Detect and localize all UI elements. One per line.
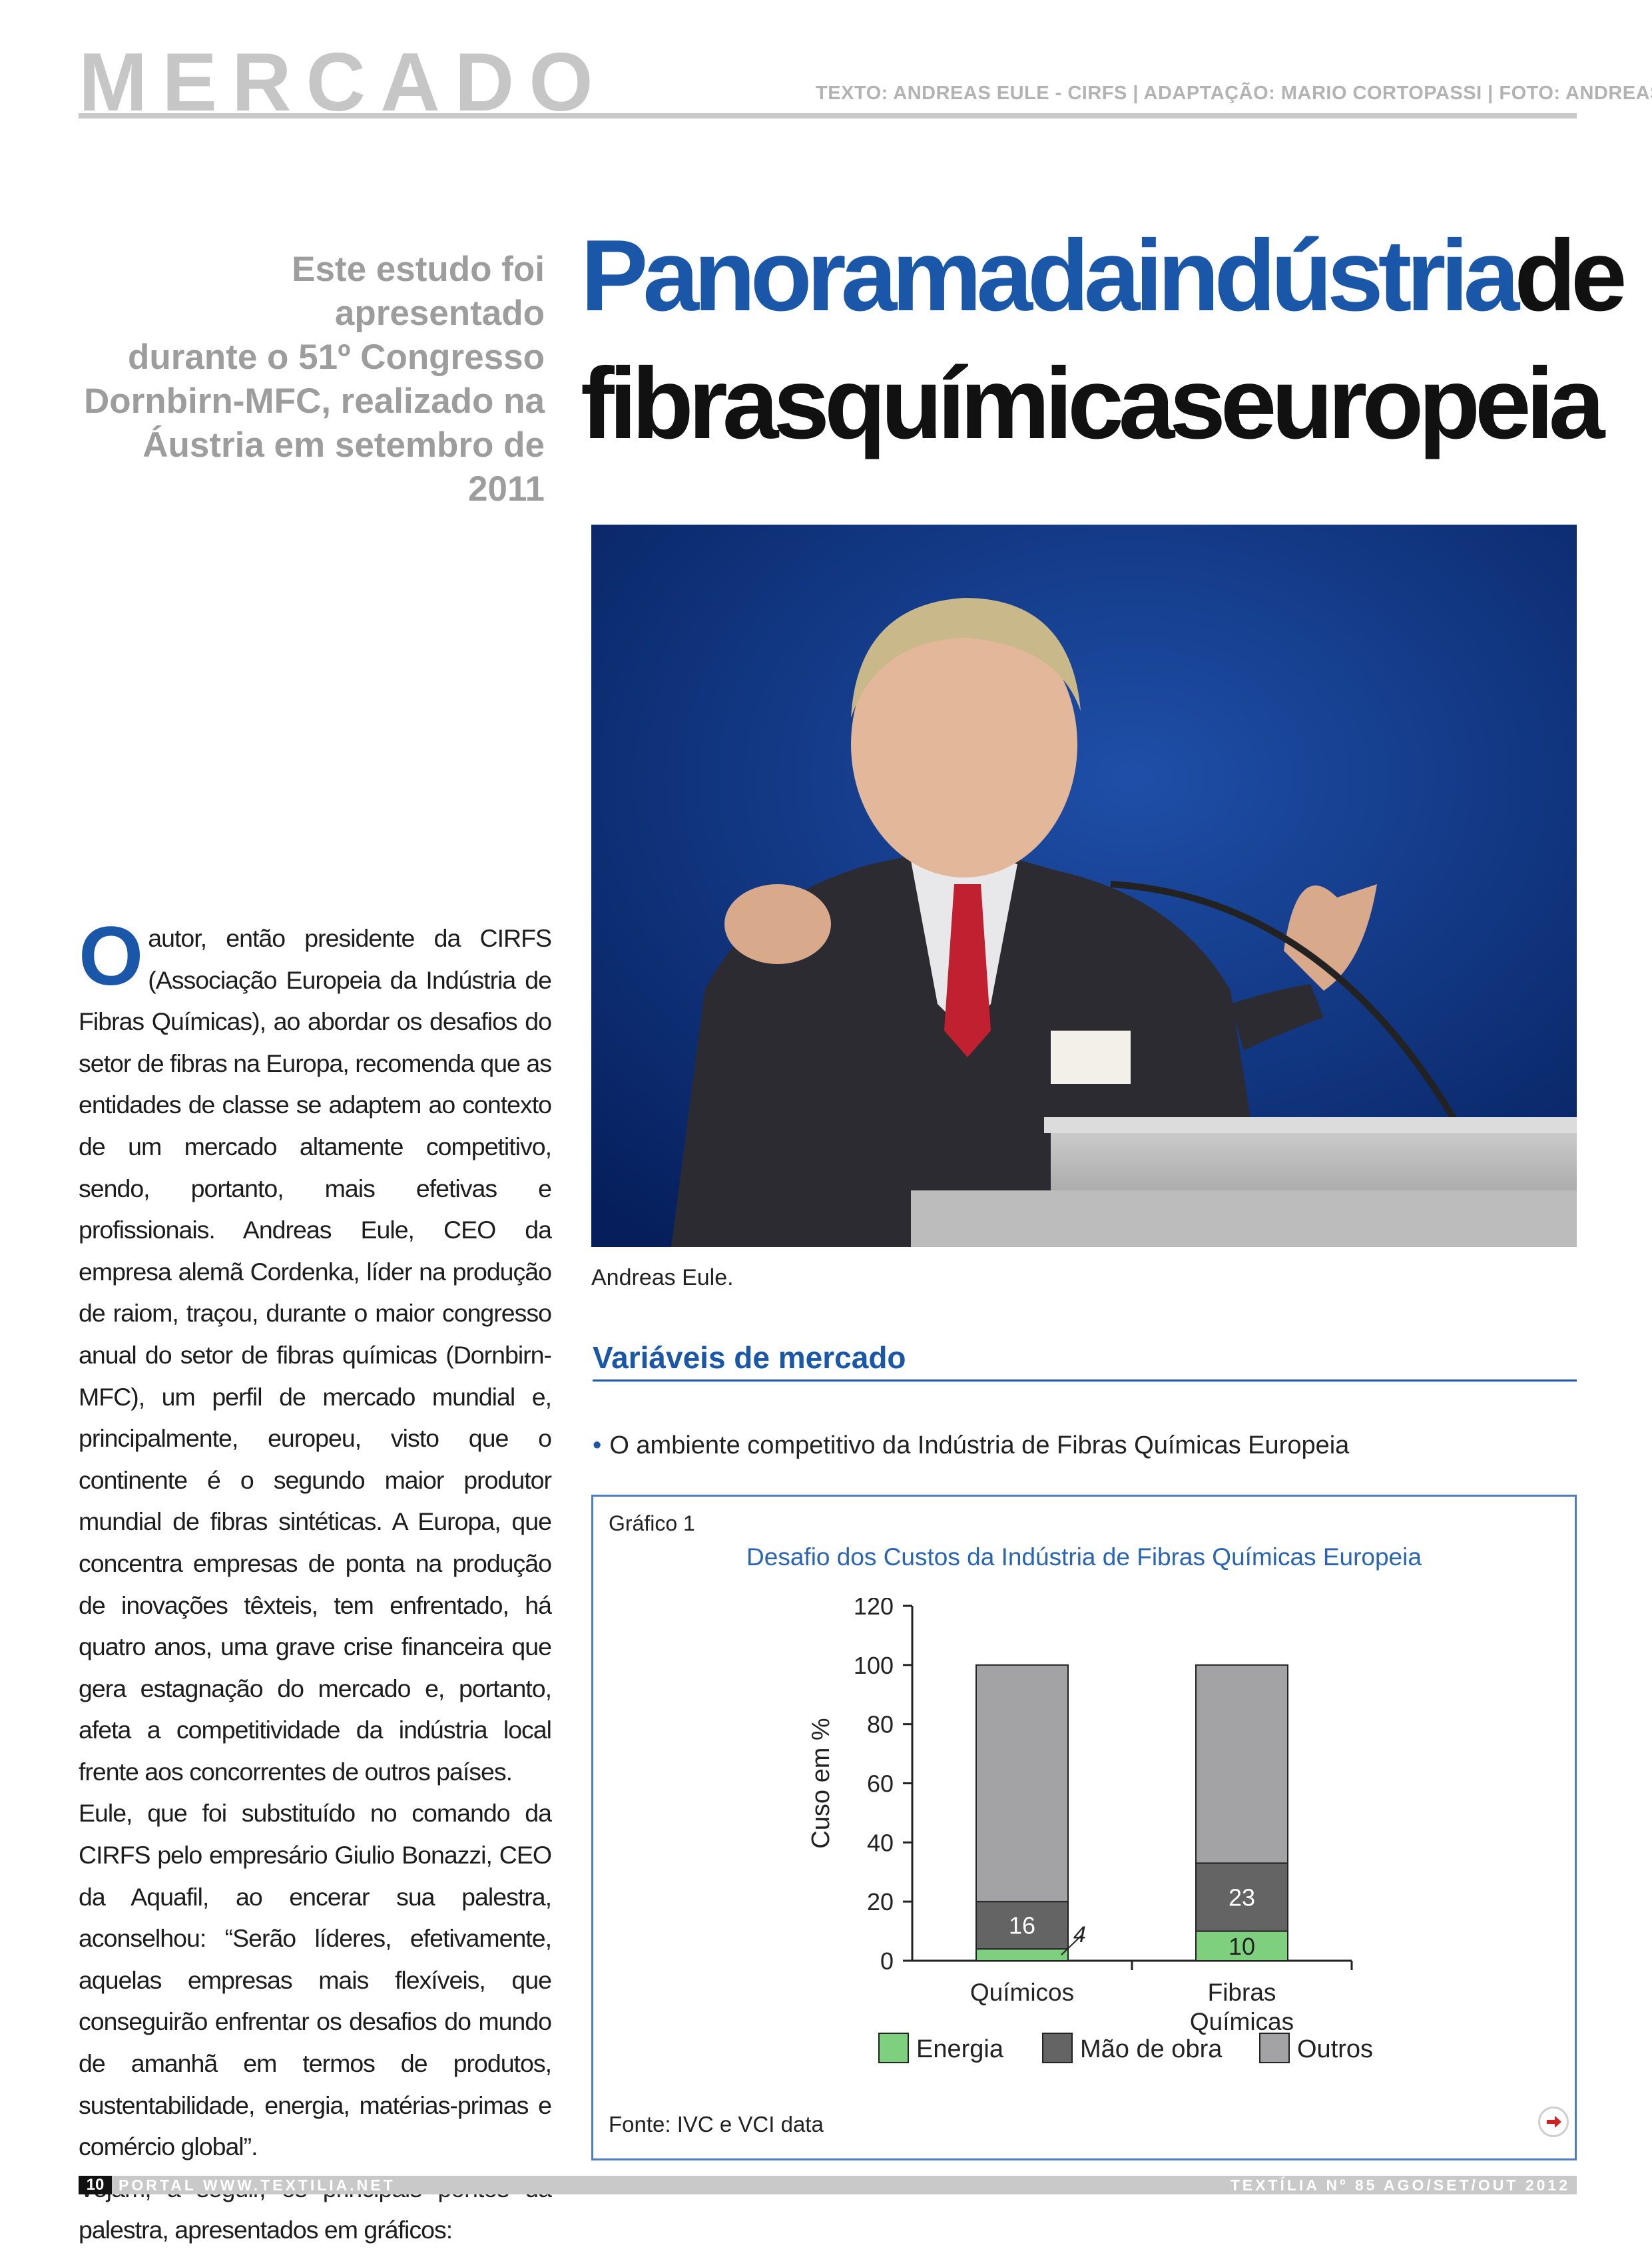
y-tick-label: 0 [880,1947,894,1975]
chart-label: Gráfico 1 [609,1511,695,1535]
arrow-right-icon[interactable] [1538,2107,1569,2137]
deck-line: Este estudo foi apresentado [292,250,545,333]
header-rule [79,113,1577,119]
y-axis-title: Cuso em % [807,1718,835,1848]
x-category-label: Químicas [1190,2008,1294,2035]
bar-segment-energia [975,1948,1069,1962]
y-tick-label: 80 [867,1711,894,1738]
y-tick-label: 40 [867,1829,894,1856]
bullet-text: O ambiente competitivo da Indústria de F… [609,1431,1350,1459]
photo-caption: Andreas Eule. [591,1265,734,1290]
bar-segment-outros [1195,1664,1288,1864]
data-label: 16 [1009,1912,1035,1939]
speaker-photo-image [591,525,1577,1247]
article-credits: TEXTO: ANDREAS EULE - CIRFS | ADAPTAÇÃO:… [816,83,1652,104]
headline-blue-part: Panoramadaindústria [581,219,1519,332]
legend-swatch [878,2033,909,2063]
article-headline: Panoramadaindústriade fibrasquímicaseuro… [581,212,1627,467]
body-paragraph-text: autor, então presidente da CIRFS (Associ… [79,924,552,1786]
footer-bar [79,2176,1577,2194]
bullet-item: • O ambiente competitivo da Indústria de … [593,1431,1349,1460]
subsection-rule [593,1379,1577,1381]
chart-source: Fonte: IVC e VCI data [609,2112,824,2136]
y-tick-label: 60 [867,1770,894,1798]
deck-line: Áustria em setembro de 2011 [142,425,545,509]
bar-segment-m-o-de-obra [1195,1862,1288,1932]
deck-line: Dornbirn-MFC, realizado na [84,381,545,421]
arrow-right-icon-glyph [1547,2116,1561,2128]
article-deck: Este estudo foi apresentado durante o 51… [79,248,545,511]
page-number: 10 [79,2176,112,2194]
data-label: 23 [1229,1884,1255,1911]
headline-line-2: fibrasquímicaseuropeia [581,347,1605,460]
legend-swatch [1042,2033,1073,2063]
footer-issue-info: TEXTÍLIA Nº 85 AGO/SET/OUT 2012 [1230,2176,1570,2194]
subsection-title: Variáveis de mercado [593,1340,906,1375]
legend-label: Outros [1297,2035,1373,2063]
speaker-photo [591,525,1577,1247]
y-tick-label: 20 [867,1888,894,1915]
legend-swatch [1259,2033,1290,2063]
headline-black-part: de [1514,219,1627,332]
data-label: 4 [1073,1922,1086,1947]
y-tick-label: 100 [854,1652,894,1679]
chart-frame [591,1495,1577,2160]
stacked-bar-chart: 0 20 40 60 80 100 120 Cuso em % 4 16 Químicos 10 23 F… [807,1598,1373,2063]
deck-line: durante o 51º Congresso [127,338,545,377]
chart-title: Desafio dos Custos da Indústria de Fibra… [746,1543,1422,1571]
footer-site-link[interactable]: PORTAL WWW.TEXTILIA.NET [119,2176,396,2194]
section-label: MERCADO [79,37,608,128]
drop-cap: O [79,910,143,1003]
x-category-label: Químicos [970,1979,1074,2006]
data-label: 10 [1229,1933,1255,1960]
y-tick-label: 120 [854,1598,894,1620]
data-label-leader [1061,1935,1082,1955]
bullet-dot: • [593,1431,602,1459]
body-paragraph: Eule, que foi substituído no comando da … [79,1799,552,2161]
bar-segment-energia [1195,1930,1288,1962]
bar-segment-outros [975,1664,1069,1903]
bar-segment-m-o-de-obra [975,1901,1069,1950]
x-category-label: Fibras [1208,1979,1276,2006]
legend-label: Mão de obra [1080,2035,1223,2063]
legend-label: Energia [916,2035,1004,2063]
